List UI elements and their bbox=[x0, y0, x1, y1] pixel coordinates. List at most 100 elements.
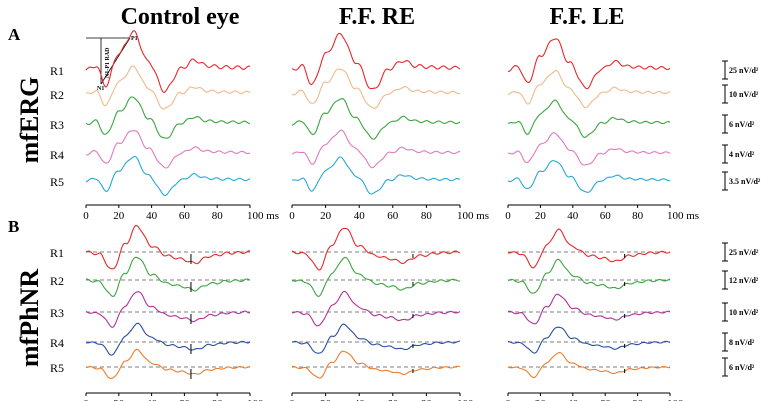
trace-mfphnr-c0-r4 bbox=[85, 322, 251, 356]
x-tick-label-mferg-c1-60: 60 bbox=[387, 210, 399, 222]
row-label-mferg-r2: R2 bbox=[50, 88, 64, 102]
scale-bar-label-mfphnr-1: 12 nV/d² bbox=[729, 276, 759, 285]
row-label-mfphnr-r4: R4 bbox=[50, 336, 64, 350]
trace-mferg-c2-r1 bbox=[507, 38, 671, 90]
column-title-ffre: F.F. RE bbox=[339, 4, 415, 30]
x-tick-label-mfphnr-c0-80: 80 bbox=[212, 398, 224, 401]
x-tick-label-mferg-c0-40: 40 bbox=[146, 210, 158, 222]
scale-bars-layer: 25 nV/d² 10 nV/d² 6 nV/d² 4 nV/d² 3.5 nV/d² 2… bbox=[722, 60, 761, 377]
x-tick-label-mferg-c0-20: 20 bbox=[113, 210, 125, 222]
scale-bar-label-mferg-0: 25 nV/d² bbox=[729, 66, 759, 75]
x-tick-label-mfphnr-c0-100: 100 ms bbox=[247, 398, 279, 401]
traces-layer bbox=[85, 30, 671, 379]
p1-n1-annotation: P1 N1 N1-P1 RAD bbox=[86, 36, 138, 92]
trace-mfphnr-c1-r2 bbox=[291, 257, 461, 297]
scale-bar-label-mfphnr-0: 25 nV/d² bbox=[729, 248, 759, 257]
trace-mferg-c1-r5 bbox=[291, 156, 461, 195]
trace-mferg-c0-r5 bbox=[85, 155, 251, 197]
row-label-mfphnr-r1: R1 bbox=[50, 246, 64, 260]
row-label-mferg-r5: R5 bbox=[50, 175, 64, 189]
x-tick-label-mfphnr-c1-60: 60 bbox=[387, 398, 399, 401]
trace-mfphnr-c0-r2 bbox=[86, 256, 251, 297]
x-tick-label-mferg-c1-100: 100 ms bbox=[457, 210, 489, 222]
x-tick-label-mferg-c2-0: 0 bbox=[505, 210, 511, 222]
row-label-mferg-r1: R1 bbox=[50, 64, 64, 78]
x-tick-label-mfphnr-c0-0: 0 bbox=[83, 398, 89, 401]
scale-bar-label-mfphnr-2: 10 nV/d² bbox=[729, 308, 759, 317]
trace-mfphnr-c1-r5 bbox=[291, 350, 461, 379]
scale-bar-label-mferg-3: 4 nV/d² bbox=[729, 150, 755, 159]
n1-p1-slope-line bbox=[100, 37, 131, 85]
panel-letter-a: A bbox=[8, 25, 21, 44]
x-tick-label-mferg-c2-100: 100 ms bbox=[667, 210, 699, 222]
x-tick-label-mfphnr-c0-60: 60 bbox=[179, 398, 191, 401]
trace-mferg-c1-r3 bbox=[291, 98, 461, 140]
x-tick-label-mfphnr-c2-0: 0 bbox=[505, 398, 511, 401]
side-title-mfphnr: mfPhNR bbox=[15, 269, 44, 367]
trace-mferg-c2-r3 bbox=[507, 99, 671, 138]
scale-bar-label-mferg-4: 3.5 nV/d² bbox=[729, 177, 761, 186]
x-tick-label-mferg-c2-80: 80 bbox=[632, 210, 644, 222]
annotation-rad: N1-P1 RAD bbox=[105, 47, 111, 78]
trace-mferg-c1-r2 bbox=[291, 68, 461, 109]
x-tick-label-mfphnr-c2-80: 80 bbox=[632, 398, 644, 401]
x-tick-label-mfphnr-c0-20: 20 bbox=[113, 398, 125, 401]
trace-mferg-c2-r4 bbox=[507, 132, 671, 166]
x-tick-label-mferg-c1-20: 20 bbox=[320, 210, 332, 222]
row-label-mfphnr-r2: R2 bbox=[50, 274, 64, 288]
scale-bar-label-mferg-2: 6 nV/d² bbox=[729, 120, 755, 129]
trace-mfphnr-c2-r4 bbox=[507, 326, 671, 354]
x-tick-label-mfphnr-c1-40: 40 bbox=[354, 398, 366, 401]
x-tick-label-mferg-c0-0: 0 bbox=[83, 210, 89, 222]
trace-mferg-c0-r4 bbox=[85, 130, 251, 169]
trace-mferg-c2-r2 bbox=[507, 70, 671, 109]
trace-mfphnr-c2-r3 bbox=[507, 293, 671, 325]
trace-mfphnr-c1-r1 bbox=[291, 227, 461, 271]
trace-mfphnr-c0-r1 bbox=[85, 224, 251, 270]
trace-mferg-c0-r2 bbox=[86, 65, 251, 110]
trace-mferg-c1-r4 bbox=[291, 129, 460, 169]
trace-mfphnr-c1-r4 bbox=[291, 323, 460, 354]
x-tick-label-mfphnr-c2-100: 100 ms bbox=[667, 398, 699, 401]
scale-bar-label-mferg-1: 10 nV/d² bbox=[729, 90, 759, 99]
x-tick-label-mferg-c1-80: 80 bbox=[421, 210, 433, 222]
x-tick-label-mfphnr-c1-80: 80 bbox=[421, 398, 433, 401]
trace-mfphnr-c2-r2 bbox=[507, 258, 671, 294]
row-labels-layer: R1 R2 R3 R4 R5 R1 R2 R3 R4 R5 bbox=[50, 64, 64, 375]
x-tick-label-mferg-c1-0: 0 bbox=[289, 210, 295, 222]
scale-bar-label-mfphnr-4: 6 nV/d² bbox=[729, 363, 755, 372]
trace-mfphnr-c2-r5 bbox=[507, 352, 671, 379]
trace-mfphnr-c0-r5 bbox=[85, 348, 251, 379]
side-title-mferg: mfERG bbox=[15, 77, 44, 164]
trace-mferg-c2-r5 bbox=[507, 160, 671, 193]
row-label-mfphnr-r5: R5 bbox=[50, 361, 64, 375]
x-tick-label-mferg-c2-20: 20 bbox=[535, 210, 547, 222]
column-title-ffle: F.F. LE bbox=[550, 4, 625, 30]
trace-mfphnr-c0-r3 bbox=[85, 291, 251, 328]
x-tick-label-mferg-c1-40: 40 bbox=[354, 210, 366, 222]
row-label-mfphnr-r3: R3 bbox=[50, 306, 64, 320]
x-tick-label-mferg-c0-80: 80 bbox=[212, 210, 224, 222]
annotation-p1: P1 bbox=[131, 36, 138, 42]
trace-mferg-c1-r1 bbox=[291, 32, 461, 90]
x-tick-label-mfphnr-c1-100: 100 ms bbox=[457, 398, 489, 401]
axes-layer: 0 20 40 60 80 100 ms 0 20 40 60 80 100 ms 0 20 40 60 80 1… bbox=[83, 204, 699, 401]
trace-mfphnr-c1-r3 bbox=[291, 290, 461, 327]
trace-mfphnr-c2-r1 bbox=[507, 228, 671, 269]
row-label-mferg-r3: R3 bbox=[50, 118, 64, 132]
x-tick-label-mfphnr-c2-40: 40 bbox=[567, 398, 579, 401]
x-tick-label-mfphnr-c1-0: 0 bbox=[289, 398, 295, 401]
x-tick-label-mferg-c0-60: 60 bbox=[179, 210, 191, 222]
annotation-n1: N1 bbox=[97, 86, 104, 92]
x-tick-label-mfphnr-c2-20: 20 bbox=[535, 398, 547, 401]
scale-bar-label-mfphnr-3: 8 nV/d² bbox=[729, 338, 755, 347]
column-title-control: Control eye bbox=[121, 4, 240, 30]
x-tick-label-mferg-c2-60: 60 bbox=[600, 210, 612, 222]
panel-letter-b: B bbox=[8, 217, 19, 236]
trace-mferg-c0-r1 bbox=[85, 30, 251, 93]
x-tick-label-mferg-c2-40: 40 bbox=[567, 210, 579, 222]
x-tick-label-mferg-c0-100: 100 ms bbox=[247, 210, 279, 222]
x-tick-label-mfphnr-c0-40: 40 bbox=[146, 398, 158, 401]
x-tick-label-mfphnr-c2-60: 60 bbox=[600, 398, 612, 401]
